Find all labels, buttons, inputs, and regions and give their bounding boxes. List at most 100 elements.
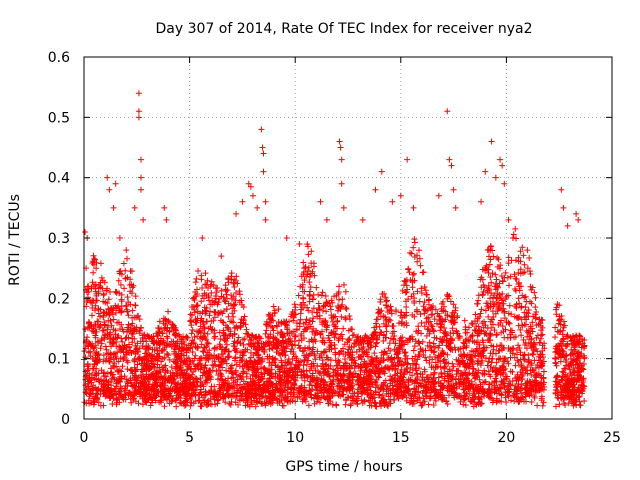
data-point	[386, 340, 393, 347]
data-point	[188, 330, 195, 337]
data-point	[522, 304, 529, 311]
data-point	[527, 362, 534, 369]
data-point	[581, 398, 588, 405]
data-point	[116, 326, 123, 333]
data-point	[211, 383, 218, 390]
data-point	[333, 401, 340, 408]
data-point	[478, 306, 485, 313]
data-point	[139, 334, 146, 341]
data-point	[408, 250, 415, 257]
data-point	[403, 322, 410, 329]
data-point	[343, 306, 350, 313]
data-point	[485, 285, 492, 292]
data-point	[501, 334, 508, 341]
data-point	[153, 344, 160, 351]
data-point	[214, 397, 221, 404]
data-point	[417, 346, 424, 353]
data-point	[269, 324, 276, 331]
data-point	[388, 376, 395, 383]
data-point	[534, 402, 541, 409]
data-point	[474, 373, 481, 380]
data-point	[189, 327, 196, 334]
data-point	[84, 334, 91, 341]
data-point	[441, 365, 448, 372]
data-point	[413, 361, 420, 368]
data-point	[407, 249, 414, 256]
data-point	[334, 383, 341, 390]
data-point	[232, 378, 239, 385]
data-point	[391, 396, 398, 403]
data-point	[515, 295, 522, 302]
data-point	[338, 373, 345, 380]
data-point	[475, 297, 482, 304]
data-point	[354, 401, 361, 408]
data-point	[472, 311, 479, 318]
data-point	[115, 358, 122, 365]
data-point	[129, 339, 136, 346]
data-point	[149, 355, 156, 362]
data-point	[315, 291, 322, 298]
data-point	[414, 370, 421, 377]
data-point	[309, 309, 316, 316]
data-point	[93, 328, 100, 335]
data-point	[418, 319, 425, 326]
data-point	[162, 344, 169, 351]
data-point	[227, 328, 234, 335]
data-point	[228, 318, 235, 325]
data-point	[133, 373, 140, 380]
data-point	[405, 265, 412, 272]
data-point	[116, 367, 123, 374]
data-point	[172, 330, 179, 337]
data-point	[112, 309, 119, 316]
data-point	[468, 380, 475, 387]
data-point	[503, 293, 510, 300]
data-point	[126, 282, 133, 289]
data-point	[338, 331, 345, 338]
data-point	[233, 290, 240, 297]
data-point	[342, 304, 349, 311]
data-point	[389, 323, 396, 330]
data-point	[410, 347, 417, 354]
data-point	[92, 369, 99, 376]
data-point	[498, 273, 505, 280]
data-point	[100, 327, 107, 334]
data-point	[230, 319, 237, 326]
data-point	[581, 354, 588, 361]
data-point	[168, 398, 175, 405]
data-point	[349, 326, 356, 333]
data-point	[439, 347, 446, 354]
data-point	[571, 336, 578, 343]
data-point	[208, 278, 215, 285]
data-point	[462, 402, 469, 409]
data-point	[193, 275, 200, 282]
data-point	[319, 360, 326, 367]
data-point	[357, 354, 364, 361]
data-point	[205, 371, 212, 378]
data-point	[382, 317, 389, 324]
data-point	[416, 255, 423, 262]
data-point	[240, 341, 247, 348]
data-point	[488, 279, 495, 286]
data-point	[253, 372, 260, 379]
data-point	[247, 398, 254, 405]
data-point	[109, 400, 116, 407]
data-point	[207, 301, 214, 308]
data-point	[485, 246, 492, 253]
data-point	[194, 302, 201, 309]
data-point	[450, 363, 457, 370]
data-point	[340, 325, 347, 332]
data-point	[164, 350, 171, 357]
data-point	[269, 355, 276, 361]
data-point	[505, 260, 512, 267]
data-point	[470, 365, 477, 372]
data-point	[392, 340, 399, 347]
data-point	[374, 316, 381, 323]
data-point	[414, 395, 421, 402]
data-point	[497, 319, 504, 326]
data-point	[399, 287, 406, 294]
data-point	[511, 354, 518, 361]
data-point	[567, 351, 574, 358]
data-point	[198, 272, 205, 279]
data-point	[198, 386, 205, 393]
data-point	[289, 373, 296, 380]
